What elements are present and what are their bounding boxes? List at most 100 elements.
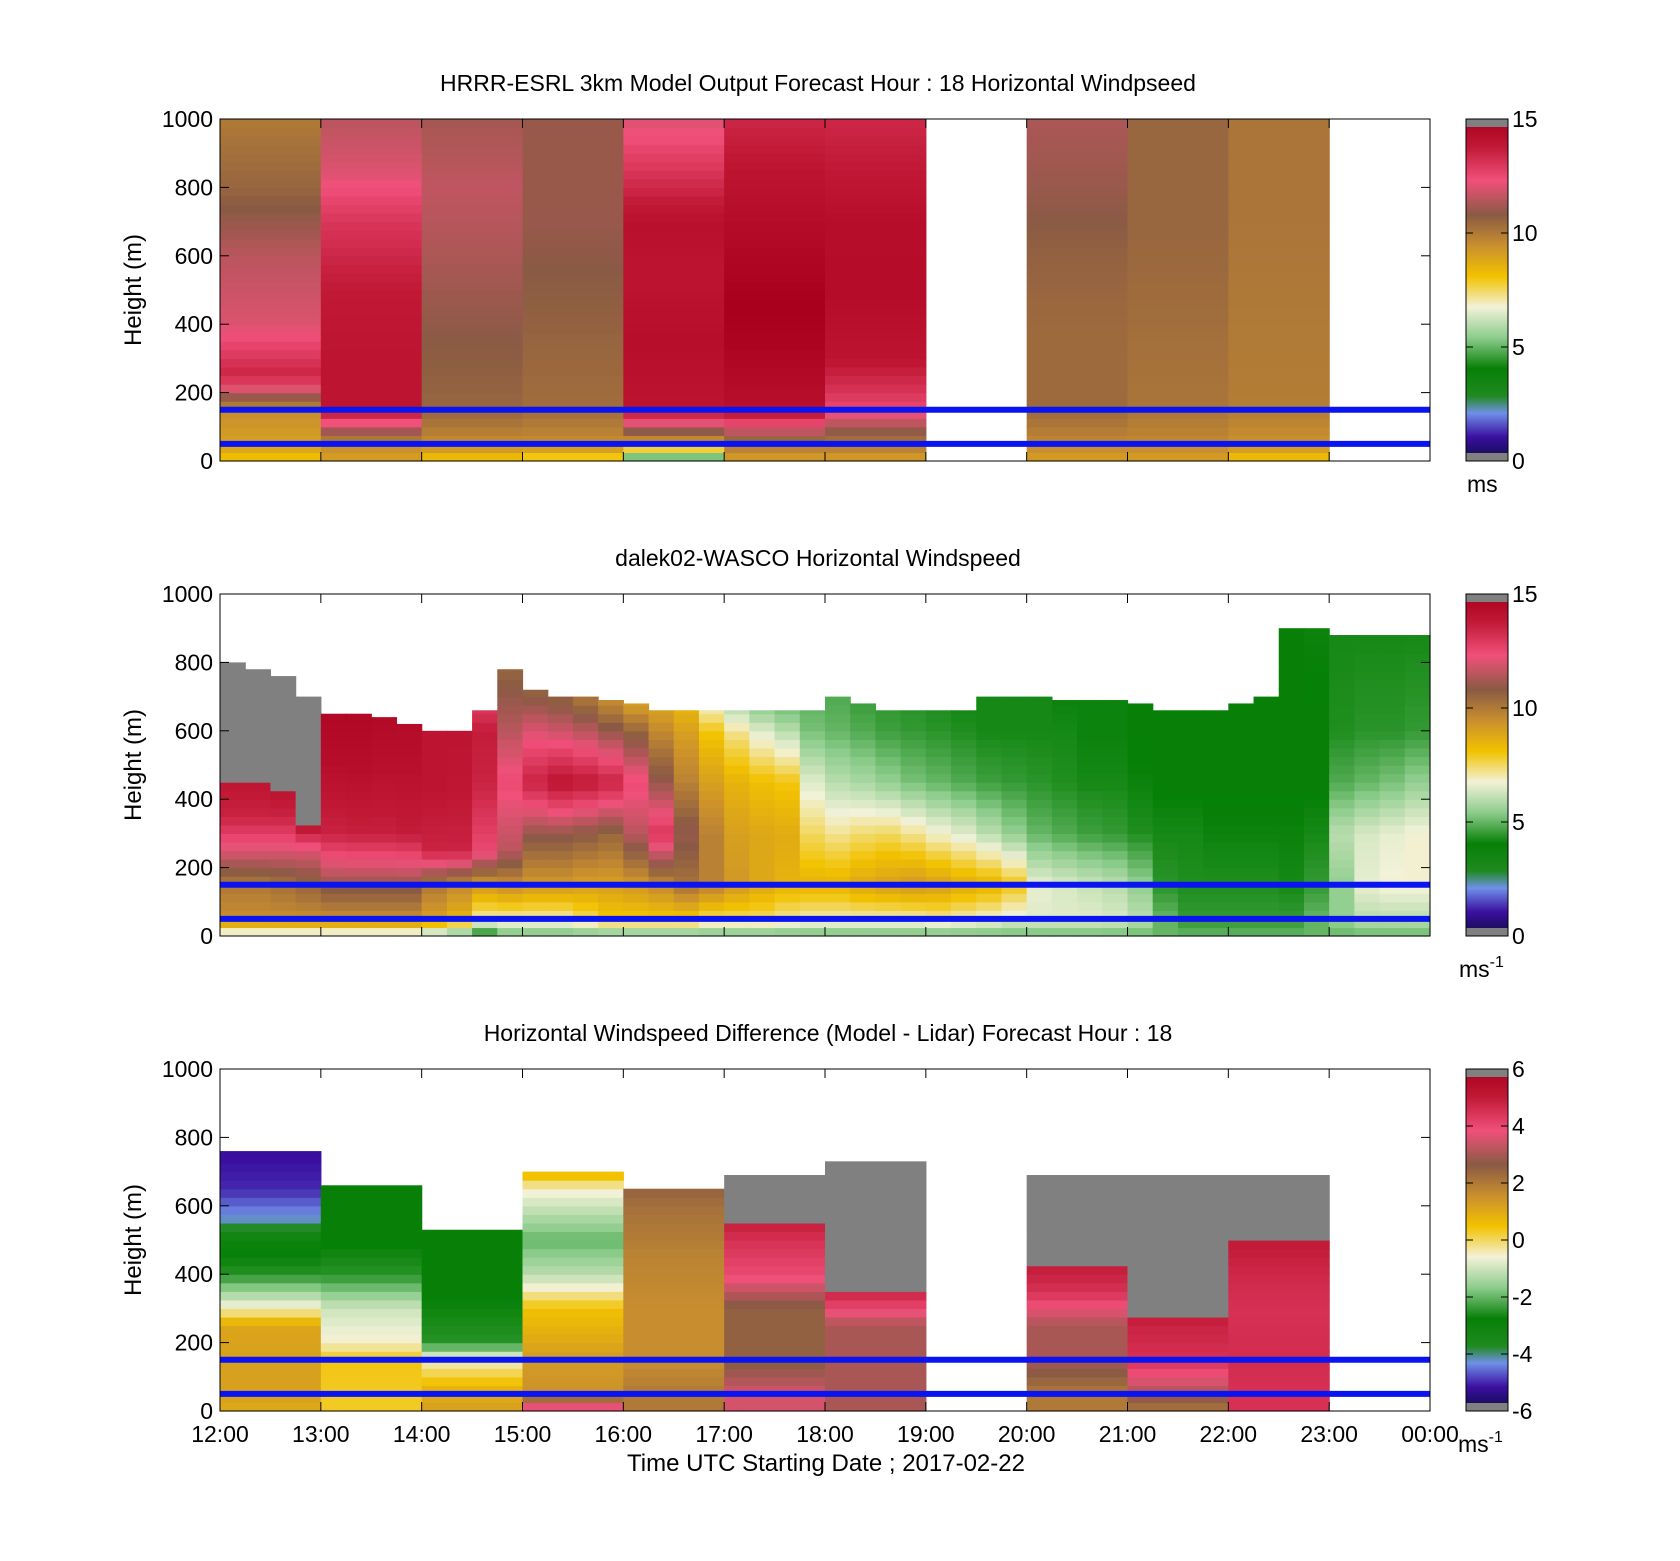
heatmap-cell: [220, 315, 322, 325]
heatmap-cell: [1253, 773, 1280, 783]
heatmap-cell: [1228, 1376, 1330, 1386]
y-tick-label: 400: [175, 311, 213, 337]
heatmap-cell: [724, 710, 750, 715]
heatmap-cell: [623, 1402, 725, 1412]
heatmap-cell: [497, 679, 524, 689]
heatmap-cell: [371, 756, 398, 766]
heatmap-cell: [1228, 1342, 1330, 1352]
heatmap-cell: [320, 1342, 423, 1352]
heatmap-cell: [1152, 710, 1179, 715]
heatmap-cell: [1152, 807, 1179, 817]
heatmap-cell: [1228, 816, 1255, 826]
heatmap-cell: [825, 696, 851, 706]
colorbar-tick-label: -2: [1512, 1284, 1532, 1310]
heatmap-cell: [799, 901, 826, 911]
heatmap-cell: [1228, 1393, 1330, 1404]
heatmap-cell: [724, 730, 750, 740]
heatmap-cell: [925, 713, 952, 723]
heatmap-cell: [1228, 418, 1330, 428]
heatmap-cell: [320, 1334, 423, 1344]
heatmap-cell: [1253, 901, 1280, 911]
heatmap-cell: [623, 187, 725, 197]
heatmap-cell: [825, 349, 927, 359]
heatmap-cell: [346, 807, 372, 817]
heatmap-cell: [951, 867, 977, 877]
heatmap-cell: [522, 799, 549, 809]
heatmap-cell: [1127, 1334, 1229, 1344]
heatmap-cell: [724, 893, 750, 903]
heatmap-cell: [472, 730, 498, 740]
heatmap-cell: [825, 901, 851, 911]
heatmap-cell: [320, 119, 423, 129]
heatmap-cell: [900, 756, 927, 766]
heatmap-cell: [850, 807, 877, 817]
heatmap-cell: [623, 1359, 725, 1369]
heatmap-cell: [598, 756, 624, 766]
heatmap-cell: [396, 884, 423, 894]
heatmap-cell: [1228, 867, 1255, 877]
heatmap-cell: [623, 722, 650, 732]
heatmap-cell: [320, 213, 423, 223]
heatmap-cell: [900, 713, 927, 723]
heatmap-cell: [1177, 730, 1204, 740]
heatmap-cell: [245, 696, 272, 706]
heatmap-cell: [220, 1402, 322, 1412]
heatmap-cell: [724, 290, 826, 300]
heatmap-column: [421, 730, 448, 937]
heatmap-cell: [446, 799, 473, 809]
heatmap-cell: [220, 1393, 322, 1404]
heatmap-cell: [673, 730, 700, 740]
heatmap-cell: [1127, 1231, 1229, 1241]
heatmap-cell: [547, 927, 574, 937]
heatmap-cell: [1278, 773, 1305, 783]
heatmap-cell: [875, 765, 902, 775]
heatmap-cell: [1077, 910, 1103, 920]
heatmap-cell: [295, 799, 322, 809]
heatmap-cell: [472, 799, 498, 809]
heatmap-cell: [825, 730, 851, 740]
heatmap-cell: [320, 375, 423, 385]
heatmap-cell: [724, 384, 826, 394]
heatmap-cell: [220, 893, 246, 903]
heatmap-cell: [220, 290, 322, 300]
heatmap-cell: [799, 713, 826, 723]
heatmap-cell: [825, 807, 851, 817]
heatmap-cell: [623, 1222, 725, 1233]
y-tick-label: 800: [175, 649, 213, 675]
heatmap-cell: [421, 409, 524, 419]
heatmap-cell: [1379, 893, 1406, 903]
heatmap-cell: [1001, 705, 1028, 715]
heatmap-cell: [295, 747, 322, 758]
heatmap-cell: [648, 710, 675, 715]
heatmap-column: [1152, 710, 1179, 937]
panel-lidar: dalek02-WASCO Horizontal Windspeed 02004…: [120, 545, 1538, 982]
heatmap-cell: [724, 1248, 826, 1258]
panel-lidar-x-ticks: [219, 594, 1431, 936]
heatmap-cell: [522, 1257, 624, 1267]
heatmap-cell: [572, 918, 599, 929]
heatmap-cell: [925, 910, 952, 920]
heatmap-cell: [371, 867, 398, 877]
heatmap-cell: [1026, 901, 1053, 911]
heatmap-cell: [1127, 452, 1229, 462]
heatmap-cell: [1127, 1214, 1229, 1224]
heatmap-cell: [472, 782, 498, 792]
heatmap-cell: [825, 221, 927, 231]
heatmap-cell: [1303, 688, 1330, 698]
heatmap-cell: [522, 1368, 624, 1378]
heatmap-cell: [522, 1342, 624, 1352]
x-tick-label: 13:00: [292, 1421, 350, 1447]
heatmap-cell: [346, 782, 372, 792]
colorbar-tick-label: 0: [1512, 1227, 1525, 1253]
heatmap-cell: [598, 918, 624, 929]
heatmap-cell: [320, 850, 347, 860]
heatmap-cell: [698, 824, 725, 834]
heatmap-cell: [421, 443, 524, 454]
heatmap-cell: [295, 722, 322, 732]
heatmap-cell: [623, 1351, 725, 1361]
heatmap-cell: [623, 703, 650, 706]
heatmap-cell: [951, 730, 977, 740]
colorbar-tick-label: 10: [1512, 695, 1538, 721]
heatmap-cell: [648, 927, 675, 937]
heatmap-cell: [1329, 841, 1355, 852]
